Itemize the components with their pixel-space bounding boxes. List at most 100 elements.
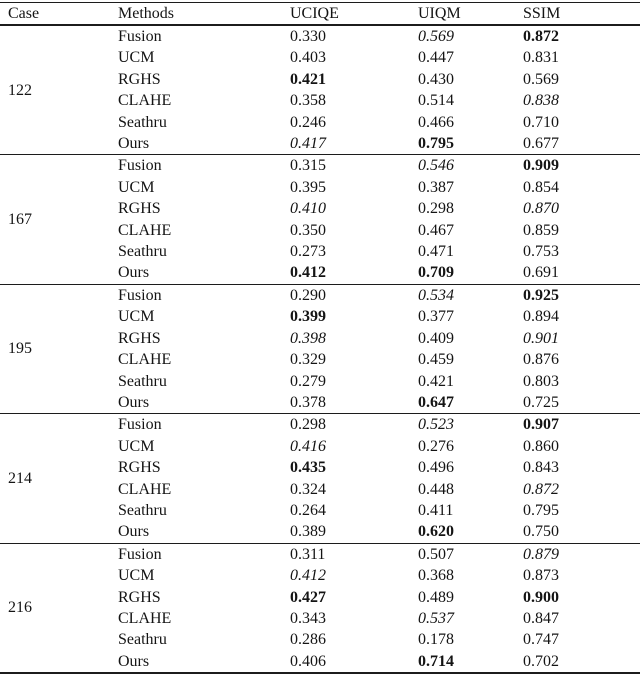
uiqm-value-cell: 0.387 (418, 177, 523, 198)
ssim-value: 0.750 (523, 523, 559, 541)
ssim-value: 0.847 (523, 609, 559, 627)
table-row: Ours 0.406 0.714 0.702 (0, 651, 640, 673)
table-row: 214 Fusion 0.298 0.523 0.907 (0, 413, 640, 544)
uciqe-value-cell: 0.412 (290, 565, 418, 586)
uciqe-value-cell: 0.279 (290, 371, 418, 392)
uiqm-value-cell: 0.537 (418, 608, 523, 629)
ssim-value: 0.838 (523, 92, 559, 110)
uiqm-value: 0.471 (418, 243, 454, 261)
uiqm-value-cell: 0.298 (418, 198, 523, 219)
table-row: CLAHE 0.343 0.537 0.847 (0, 608, 640, 629)
table-row: Seathru 0.273 0.471 0.753 (0, 241, 640, 262)
table-row: UCM 0.395 0.387 0.854 (0, 177, 640, 198)
method-label: Seathru (118, 243, 167, 261)
ssim-value-cell: 0.838 (523, 90, 640, 111)
method-label: Fusion (118, 413, 290, 436)
uiqm-value-cell: 0.647 (418, 392, 523, 414)
uciqe-value: 0.410 (290, 200, 326, 218)
uiqm-value: 0.430 (418, 70, 454, 88)
method-label: RGHS (118, 588, 161, 606)
method-label: RGHS (118, 70, 161, 88)
uiqm-value: 0.496 (418, 459, 454, 477)
ssim-value-cell: 0.859 (523, 220, 640, 241)
col-header-ssim: SSIM (523, 2, 640, 26)
uciqe-value-cell: 0.298 (290, 413, 418, 436)
col-header-uciqe: UCIQE (290, 2, 418, 26)
ssim-value: 0.831 (523, 49, 559, 67)
ssim-value: 0.854 (523, 178, 559, 196)
method-label: UCM (118, 567, 155, 585)
uiqm-value-cell: 0.276 (418, 436, 523, 457)
table-row: Ours 0.378 0.647 0.725 (0, 392, 640, 414)
uiqm-value-cell: 0.795 (418, 133, 523, 155)
ssim-value-cell: 0.876 (523, 349, 640, 370)
uciqe-value-cell: 0.286 (290, 629, 418, 650)
method-label: RGHS (118, 200, 161, 218)
ssim-value-cell: 0.901 (523, 328, 640, 349)
uciqe-value: 0.378 (290, 393, 326, 411)
uiqm-value-cell: 0.466 (418, 112, 523, 133)
uiqm-value: 0.466 (418, 113, 454, 131)
uiqm-value: 0.537 (418, 609, 454, 627)
case-label: 167 (0, 154, 118, 285)
uciqe-value-cell: 0.435 (290, 457, 418, 478)
uiqm-value-cell: 0.411 (418, 500, 523, 521)
method-label: RGHS (118, 329, 161, 347)
uciqe-value: 0.329 (290, 351, 326, 369)
uciqe-value-cell: 0.378 (290, 392, 418, 414)
ssim-value: 0.860 (523, 437, 559, 455)
method-label: Ours (118, 264, 150, 282)
method-label: Fusion (118, 154, 290, 177)
uciqe-value: 0.246 (290, 113, 326, 131)
uiqm-value: 0.467 (418, 221, 454, 239)
ssim-value: 0.725 (523, 393, 559, 411)
ssim-value-cell: 0.795 (523, 500, 640, 521)
header-row: Case Methods UCIQE UIQM SSIM (0, 2, 640, 26)
uciqe-value: 0.435 (290, 459, 326, 477)
uciqe-value-cell: 0.417 (290, 133, 418, 155)
ssim-value-cell: 0.702 (523, 651, 640, 673)
table-row: Ours 0.417 0.795 0.677 (0, 133, 640, 155)
ssim-value: 0.907 (523, 416, 559, 434)
uiqm-value-cell: 0.620 (418, 521, 523, 543)
table-row: CLAHE 0.358 0.514 0.838 (0, 90, 640, 111)
uciqe-value: 0.298 (290, 416, 326, 434)
table-row: UCM 0.412 0.368 0.873 (0, 565, 640, 586)
ssim-value-cell: 0.750 (523, 521, 640, 543)
ssim-value-cell: 0.907 (523, 413, 640, 436)
uciqe-value-cell: 0.412 (290, 262, 418, 284)
uiqm-value-cell: 0.714 (418, 651, 523, 673)
table-row: RGHS 0.398 0.409 0.901 (0, 328, 640, 349)
ssim-value-cell: 0.854 (523, 177, 640, 198)
uciqe-value-cell: 0.416 (290, 436, 418, 457)
uiqm-value-cell: 0.421 (418, 371, 523, 392)
method-label: Ours (118, 652, 150, 670)
method-label: UCM (118, 437, 155, 455)
uciqe-value: 0.350 (290, 221, 326, 239)
uciqe-value: 0.273 (290, 243, 326, 261)
case-label: 214 (0, 413, 118, 544)
ssim-value-cell: 0.909 (523, 154, 640, 177)
uciqe-value: 0.358 (290, 92, 326, 110)
case-label: 122 (0, 24, 118, 155)
uciqe-value: 0.399 (290, 308, 326, 326)
uiqm-value: 0.709 (418, 264, 454, 282)
uiqm-value-cell: 0.409 (418, 328, 523, 349)
method-label: Fusion (118, 24, 290, 48)
ssim-value: 0.710 (523, 113, 559, 131)
ssim-value: 0.925 (523, 286, 559, 304)
uciqe-value: 0.412 (290, 567, 326, 585)
table-row: CLAHE 0.350 0.467 0.859 (0, 220, 640, 241)
ssim-value-cell: 0.677 (523, 133, 640, 155)
uciqe-value-cell: 0.311 (290, 542, 418, 566)
uciqe-value: 0.286 (290, 631, 326, 649)
uiqm-value-cell: 0.507 (418, 542, 523, 566)
uciqe-value: 0.343 (290, 609, 326, 627)
method-label: Ours (118, 523, 150, 541)
ssim-value: 0.691 (523, 264, 559, 282)
uiqm-value: 0.546 (418, 157, 454, 175)
uciqe-value-cell: 0.410 (290, 198, 418, 219)
ssim-value: 0.894 (523, 308, 559, 326)
uiqm-value: 0.489 (418, 588, 454, 606)
